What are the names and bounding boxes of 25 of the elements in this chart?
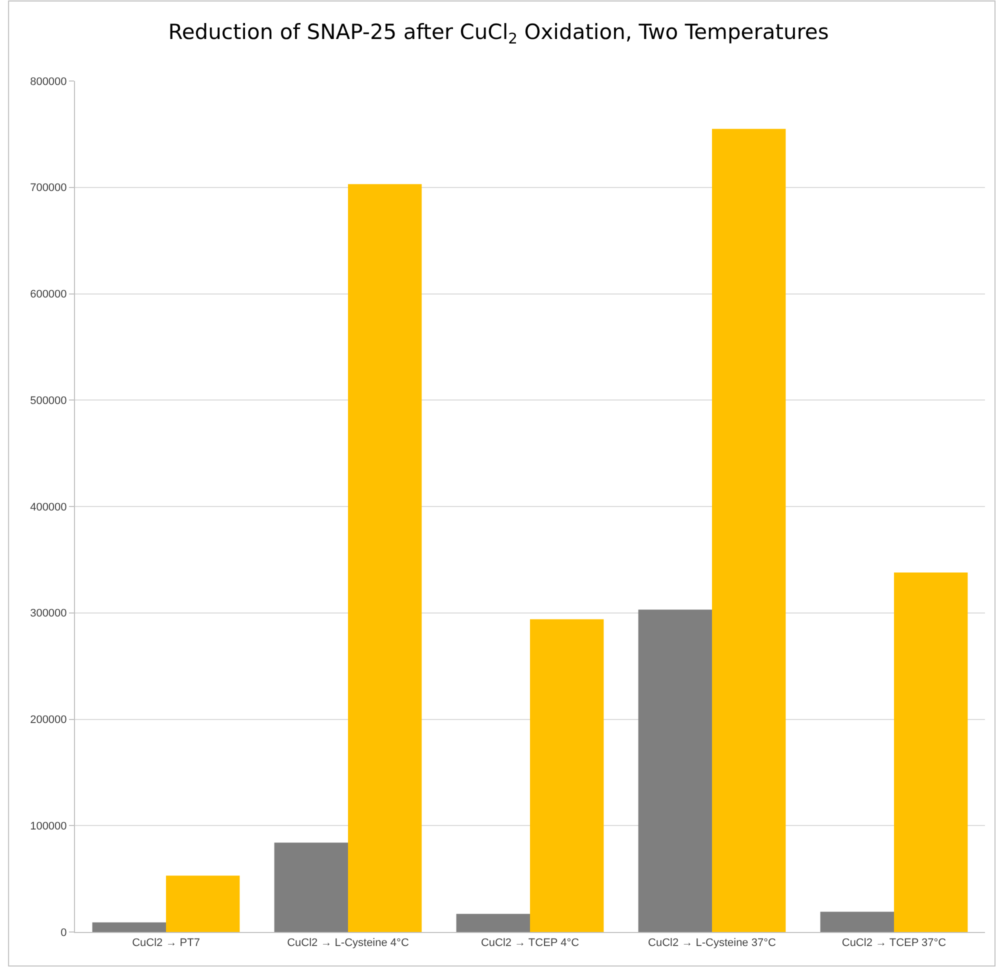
- bar: [820, 912, 894, 932]
- y-tick-label: 800000: [30, 76, 67, 88]
- x-tick-label: CuCl2 → L-Cysteine 4°C: [287, 937, 409, 950]
- y-tick-label: 200000: [30, 714, 67, 726]
- bar: [712, 128, 786, 932]
- bar: [894, 572, 968, 932]
- y-tick-label: 600000: [30, 288, 67, 301]
- y-tick-label: 700000: [30, 182, 67, 194]
- x-tick-label: CuCl2 → TCEP 37°C: [842, 937, 946, 950]
- bar: [456, 914, 530, 932]
- y-tick-label: 500000: [30, 394, 67, 407]
- x-tick-label: CuCl2 → L-Cysteine 37°C: [648, 937, 776, 950]
- y-tick-label: 0: [60, 926, 67, 939]
- bar: [348, 184, 422, 932]
- bar: [166, 876, 240, 932]
- bar: [274, 842, 348, 932]
- y-tick-label: 300000: [30, 608, 67, 620]
- y-tick-label: 400000: [30, 501, 67, 514]
- x-tick-label: CuCl2 → PT7: [132, 937, 200, 950]
- bar: [530, 619, 604, 932]
- y-tick-label: 100000: [30, 820, 67, 832]
- x-tick-label: CuCl2 → TCEP 4°C: [480, 937, 580, 950]
- chart-title: Reduction of SNAP-25 after CuCl$_{2}$ Oxidation, Two Temperatures: [168, 20, 829, 48]
- bar: [638, 610, 712, 932]
- bar: [92, 922, 166, 932]
